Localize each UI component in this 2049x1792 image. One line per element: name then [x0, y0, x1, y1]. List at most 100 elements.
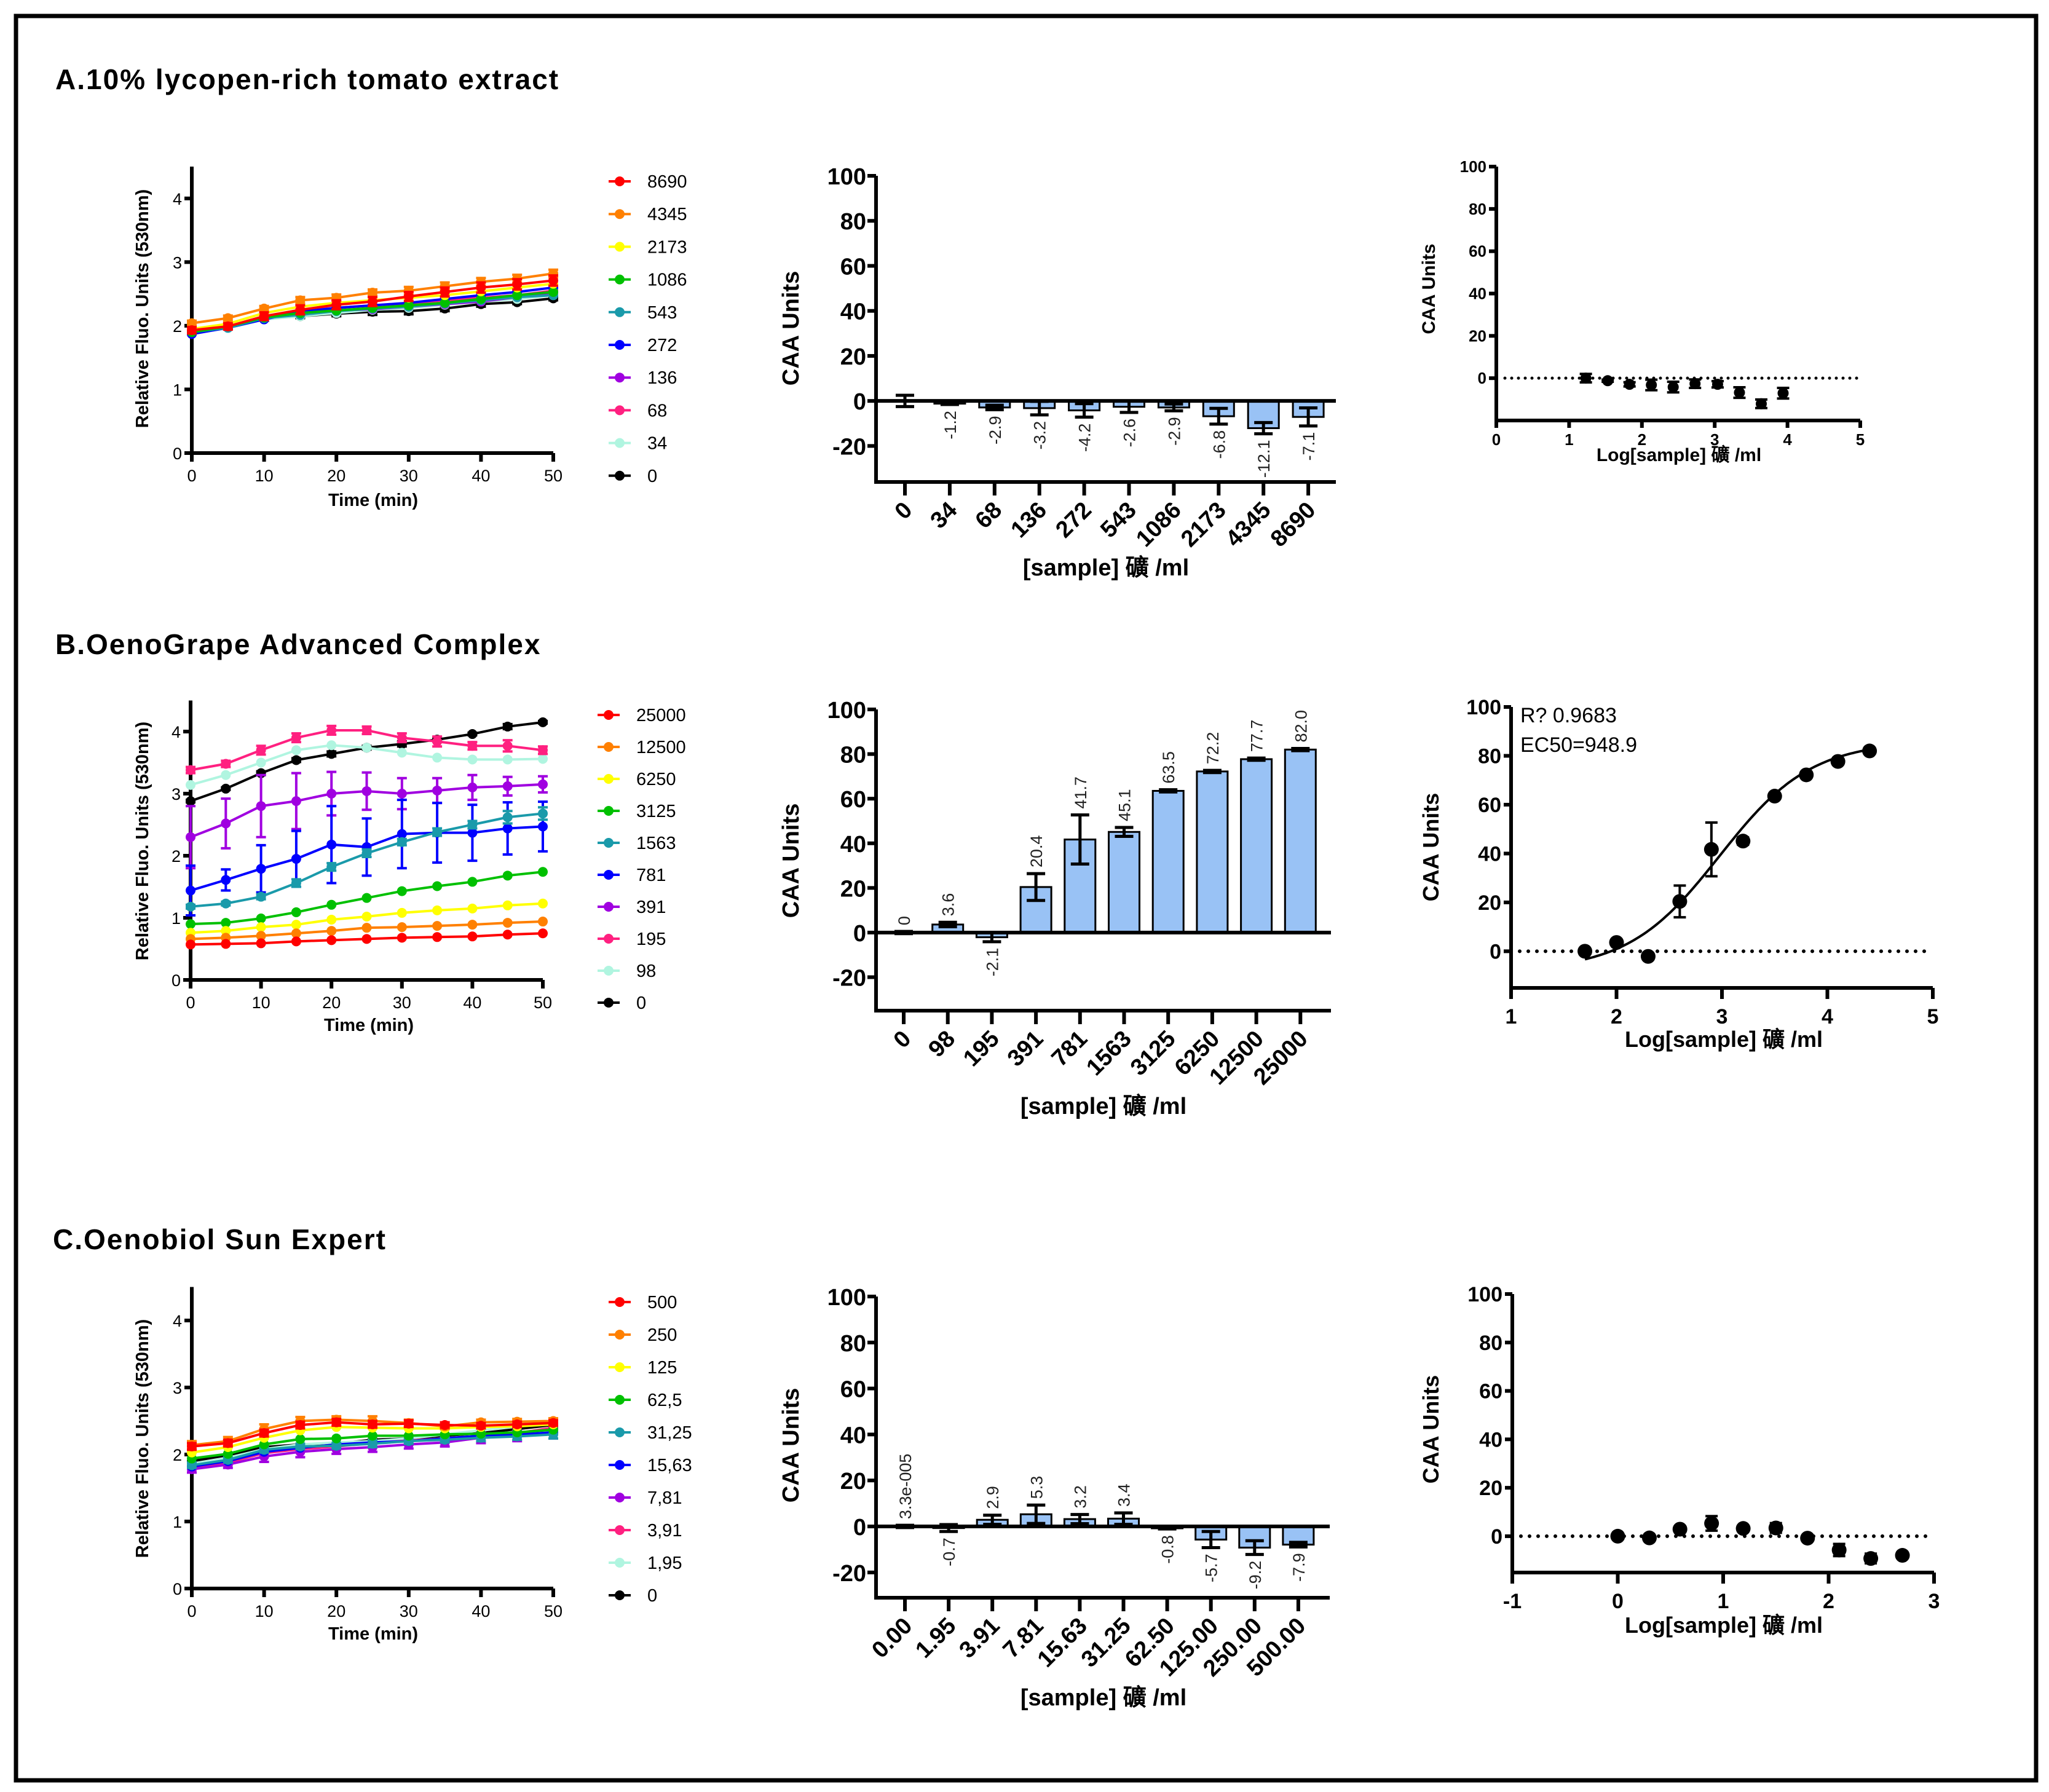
error-bar [1299, 406, 1318, 428]
dose-response-chart-b: 0 20 40 60 80 100 1 2 3 4 5 R? 0.9683 EC50=948.9 Log[… [1418, 696, 1938, 1052]
y-tick-label: 3 [173, 253, 182, 272]
legend-marker [604, 838, 614, 848]
y-tick-label: 3 [173, 1379, 182, 1397]
x-axis-label: Log[sample] 礦 /ml [1597, 444, 1761, 465]
data-point [221, 783, 231, 794]
data-point [397, 789, 407, 799]
point-marker [1735, 834, 1751, 849]
bar [1108, 831, 1140, 934]
bar-250.00: -9.2 [1238, 1525, 1271, 1589]
bar-value-label: -2.6 [1121, 419, 1139, 448]
x-tick-label: 10 [255, 1602, 274, 1620]
data-point [221, 818, 231, 829]
data-point [512, 1419, 523, 1429]
legend-item: 500 [609, 1293, 677, 1312]
y-tick-label: 100 [1466, 696, 1501, 719]
error-bar [1209, 406, 1228, 426]
y-tick-label: -20 [832, 966, 866, 992]
x-tick-label: 0 [1492, 430, 1501, 449]
y-tick-label: 1 [173, 1513, 182, 1531]
bar-value-label: -2.1 [983, 948, 1001, 977]
error-bar [938, 920, 957, 929]
x-tick-label: 30 [400, 1602, 418, 1620]
point-marker [1755, 398, 1767, 409]
y-tick-label: -20 [832, 1561, 866, 1587]
data-point [1830, 754, 1846, 769]
point-marker [1667, 381, 1679, 393]
legend-marker [604, 998, 614, 1008]
x-tick-label: 3 [1929, 1590, 1940, 1613]
legend-item: 62,5 [609, 1391, 682, 1410]
y-axis-label: CAA Units [778, 803, 804, 918]
data-point [432, 881, 443, 891]
y-tick-label: 40 [840, 299, 866, 325]
legend-marker [615, 405, 625, 416]
data-point [440, 1420, 450, 1431]
bar-98: 3.6 [931, 893, 965, 934]
data-point [476, 1421, 486, 1431]
data-point [1711, 379, 1724, 390]
x-axis-label: [sample] 礦 /ml [1023, 555, 1189, 581]
legend-label: 3125 [636, 802, 676, 821]
data-point [223, 313, 233, 323]
bar-value-label: 2.9 [984, 1486, 1002, 1509]
y-axis-label: CAA Units [778, 271, 804, 385]
legend-marker [615, 340, 625, 350]
data-point [467, 729, 478, 740]
data-point [1799, 767, 1814, 783]
data-point [223, 1438, 233, 1448]
data-point [221, 770, 231, 780]
bar-value-label: -7.9 [1290, 1553, 1308, 1582]
data-point [432, 921, 443, 931]
point-marker [1735, 1521, 1751, 1536]
legend-label: 4345 [647, 205, 687, 224]
fit-annotation: R? 0.9683 [1520, 704, 1617, 727]
data-point [397, 733, 407, 743]
bar-3125: 63.5 [1151, 751, 1185, 934]
data-point [291, 907, 301, 917]
x-tick-label: 40 [472, 1602, 490, 1620]
data-point [538, 917, 548, 927]
data-point [1767, 789, 1782, 804]
legend-label: 391 [636, 898, 666, 917]
point-marker [1689, 378, 1701, 390]
legend-marker [615, 307, 625, 317]
y-tick-label: 80 [1478, 744, 1501, 768]
point-marker [1646, 379, 1657, 391]
data-point [538, 808, 548, 819]
x-tick-label: 20 [327, 467, 345, 485]
data-point [1667, 381, 1680, 394]
legend-marker [615, 373, 625, 383]
legend-label: 98 [636, 961, 656, 981]
error-bar [985, 403, 1004, 411]
point-marker [1767, 789, 1782, 804]
data-point [1735, 1521, 1751, 1536]
x-tick-label: 4 [1822, 1005, 1833, 1028]
data-point [368, 288, 377, 298]
bar-value-label: -2.9 [1165, 417, 1183, 446]
data-point [1862, 743, 1877, 759]
data-point [291, 854, 301, 864]
error-bar [1159, 788, 1178, 794]
x-axis-label: Time (min) [328, 491, 418, 510]
point-marker [1863, 1551, 1879, 1566]
x-tick-label: 50 [544, 467, 563, 485]
legend-item: 12500 [598, 738, 686, 757]
bar-value-label: 0 [895, 916, 914, 925]
data-point [538, 717, 548, 727]
bar-value-label: -2.9 [986, 416, 1005, 444]
bar-value-label: -12.1 [1255, 440, 1273, 478]
data-point [186, 796, 195, 807]
point-marker [1734, 387, 1745, 398]
data-point [1733, 385, 1746, 400]
data-point [361, 848, 372, 858]
data-point [221, 898, 231, 909]
legend-label: 68 [647, 401, 667, 420]
data-point [502, 781, 513, 791]
data-point [512, 290, 523, 301]
data-point [1863, 1551, 1879, 1566]
data-point [403, 300, 414, 310]
data-point [291, 755, 301, 765]
y-tick-label: 40 [1469, 285, 1486, 303]
